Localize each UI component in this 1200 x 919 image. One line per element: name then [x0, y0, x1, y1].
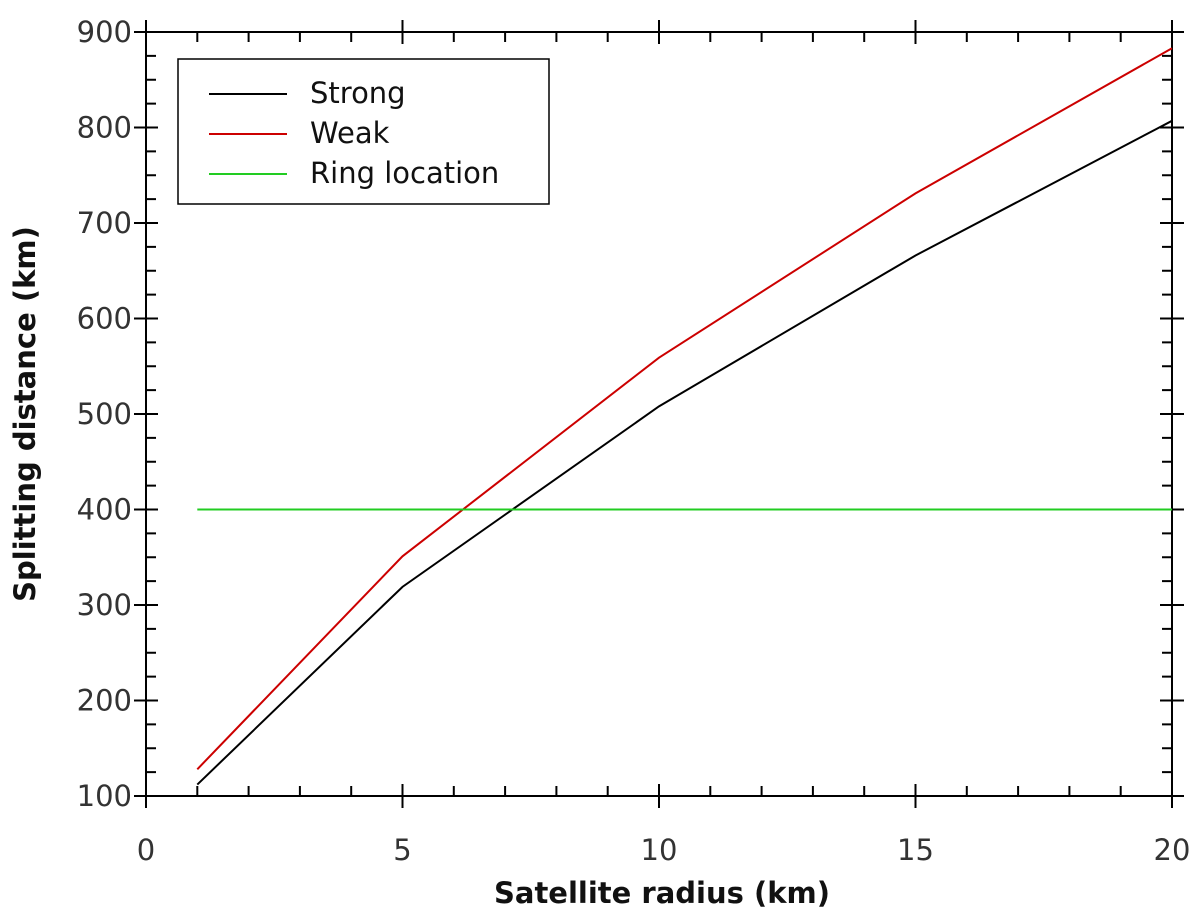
y-tick-label: 400	[77, 493, 132, 527]
y-tick-label: 800	[77, 111, 132, 145]
y-tick-label: 500	[77, 397, 132, 431]
line	[196, 47, 1173, 770]
y-tick-label: 700	[77, 206, 132, 240]
legend-box	[177, 58, 550, 205]
x-tick-label: 15	[897, 833, 934, 867]
legend-label: Strong	[310, 76, 406, 110]
x-tick-label: 10	[641, 833, 678, 867]
legend-label: Ring location	[310, 156, 499, 190]
y-axis-title: Splitting distance (km)	[8, 226, 42, 602]
x-tick-label: 5	[393, 833, 411, 867]
x-axis-title: Satellite radius (km)	[494, 876, 830, 910]
y-tick-label: 900	[77, 15, 132, 49]
legend-label: Weak	[310, 116, 390, 150]
x-tick-label: 0	[137, 833, 155, 867]
y-tick-label: 200	[77, 684, 132, 718]
x-tick-label: 20	[1154, 833, 1191, 867]
y-tick-label: 300	[77, 588, 132, 622]
line	[196, 119, 1173, 786]
y-tick-label: 100	[77, 779, 132, 813]
y-tick-label: 600	[77, 302, 132, 336]
